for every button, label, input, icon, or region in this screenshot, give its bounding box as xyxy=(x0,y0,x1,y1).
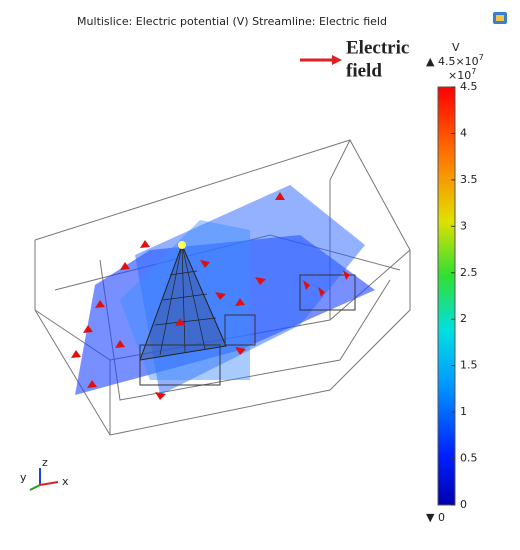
annotation-arrowhead xyxy=(332,55,342,65)
colorbar-tick-label: 1.5 xyxy=(460,359,478,372)
annotation: field xyxy=(346,60,382,81)
annotation: Electric xyxy=(346,37,409,58)
axis-label: y xyxy=(20,471,27,484)
colorbar-max: ▲ 4.5×107 xyxy=(426,53,484,69)
colorbar-tick-label: 3.5 xyxy=(460,173,478,186)
vertical-slice xyxy=(135,185,365,395)
side-block xyxy=(299,274,356,311)
colorbar-tick-label: 3 xyxy=(460,219,467,232)
colorbar-tick-label: 0 xyxy=(460,498,467,511)
export-icon-inner xyxy=(496,15,504,21)
streamline-arrows xyxy=(71,192,350,400)
colorbar-unit: V xyxy=(452,41,460,54)
colorbar xyxy=(437,86,456,506)
vertical-slice xyxy=(120,220,250,380)
axis-label: x xyxy=(62,475,69,488)
colorbar-tick-label: 2 xyxy=(460,312,467,325)
axis-label: z xyxy=(42,456,48,469)
colorbar-min: ▼ 0 xyxy=(426,511,445,524)
axis-triad: z x y xyxy=(20,456,69,491)
cone xyxy=(139,243,227,361)
colorbar-tick-label: 4 xyxy=(460,126,467,139)
colorbar-tick-label: 4.5 xyxy=(460,80,478,93)
colorbar-tick-label: 2.5 xyxy=(460,266,478,279)
tip xyxy=(178,241,186,249)
side-block xyxy=(224,314,256,346)
colorbar-tick-label: 1 xyxy=(460,405,467,418)
colorbar-multiplier: ×107 xyxy=(448,67,476,83)
colorbar-tick-label: 0.5 xyxy=(460,452,478,465)
plot-title: Multislice: Electric potential (V) Strea… xyxy=(77,15,387,28)
scene-3d xyxy=(34,139,411,436)
base-block xyxy=(139,344,221,386)
